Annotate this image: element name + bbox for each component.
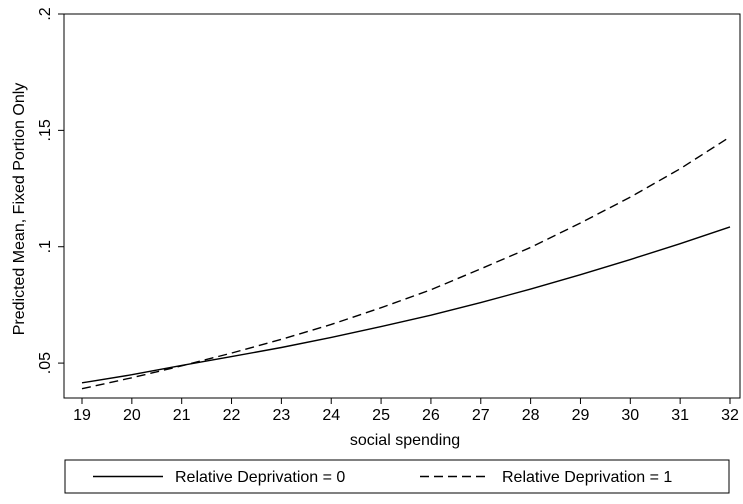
series-line-relative-deprivation-0 [81,226,731,384]
x-tick-label: 21 [173,407,191,424]
legend: Relative Deprivation = 0 Relative Depriv… [64,459,730,494]
y-axis-title: Predicted Mean, Fixed Portion Only [11,83,28,336]
x-axis-title: social spending [350,432,460,449]
x-tick-label: 30 [621,407,639,424]
x-tick-label: 29 [572,407,590,424]
plot-frame [63,13,741,399]
x-tick-label: 23 [272,407,290,424]
legend-label-relative-deprivation-0: Relative Deprivation = 0 [175,469,345,486]
y-tick-label: .15 [37,119,54,141]
x-tick-label: 25 [372,407,390,424]
x-tick-label: 26 [422,407,440,424]
legend-border [64,459,730,494]
x-tick-label: 19 [73,407,91,424]
y-ticks-layer: .05 .1 .15 .2 [37,7,64,374]
series-layer [81,136,731,390]
x-tick-label: 31 [671,407,689,424]
y-tick-label: .1 [37,240,54,253]
series-line-relative-deprivation-1 [81,136,731,390]
x-ticks-layer: 19 20 21 22 23 24 25 26 27 28 29 30 31 32 [73,398,739,424]
y-tick-label: .2 [37,7,54,20]
x-tick-label: 24 [322,407,340,424]
x-tick-label: 27 [472,407,490,424]
x-tick-label: 32 [721,407,739,424]
y-tick-label: .05 [37,352,54,374]
x-tick-label: 28 [522,407,540,424]
x-tick-label: 20 [123,407,141,424]
x-tick-label: 22 [223,407,241,424]
plot-frame-layer [63,13,741,399]
legend-label-relative-deprivation-1: Relative Deprivation = 1 [502,469,672,486]
